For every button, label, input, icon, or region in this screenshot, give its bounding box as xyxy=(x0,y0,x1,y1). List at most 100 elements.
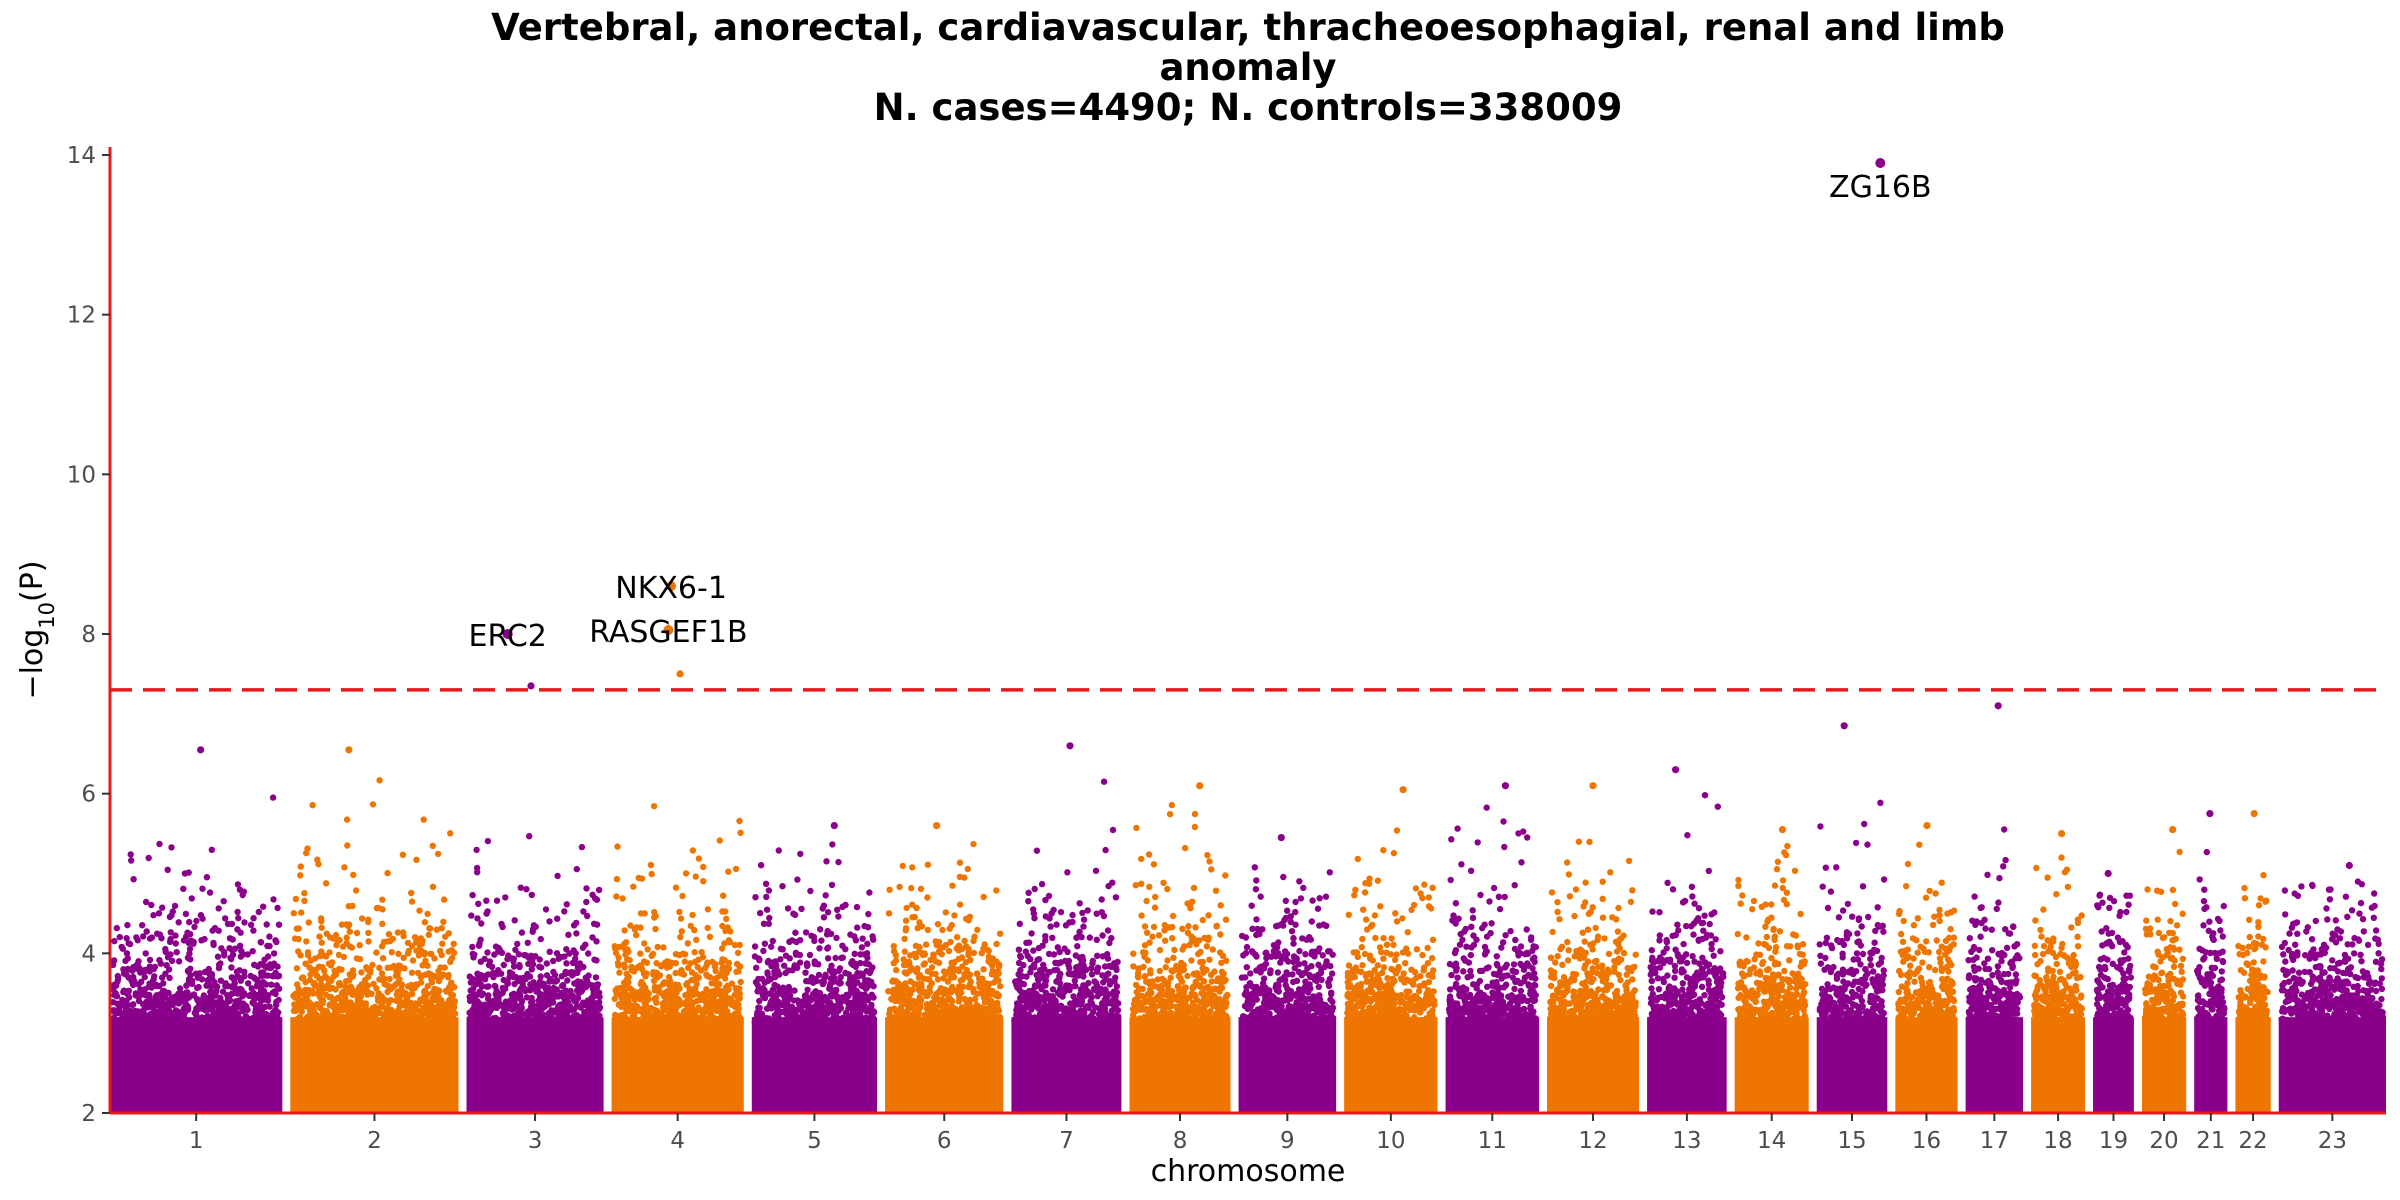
snp-point xyxy=(781,1021,788,1028)
snp-point xyxy=(306,999,313,1006)
snp-point xyxy=(716,837,723,844)
snp-point xyxy=(524,970,531,978)
snp-point xyxy=(228,974,235,981)
snp-point xyxy=(695,956,702,963)
chromosome-2-points xyxy=(290,746,459,1113)
snp-point xyxy=(175,990,182,997)
snp-point xyxy=(528,891,535,899)
chromosome-8-points xyxy=(1129,782,1231,1113)
snp-point xyxy=(473,864,481,872)
snp-point xyxy=(1208,866,1215,873)
snp-point xyxy=(1141,953,1148,960)
snp-point xyxy=(154,1008,162,1016)
snp-point xyxy=(229,936,236,943)
snp-point xyxy=(589,891,596,898)
snp-point xyxy=(135,997,143,1005)
snp-point xyxy=(654,974,661,981)
snp-point xyxy=(974,926,981,934)
snp-point xyxy=(755,955,762,962)
snp-point xyxy=(275,985,283,992)
snp-point xyxy=(945,947,953,955)
snp-point xyxy=(979,986,986,994)
snp-point xyxy=(761,994,769,1002)
chromosome-2-dense-band xyxy=(290,1017,459,1113)
snp-point xyxy=(1028,930,1035,937)
snp-point xyxy=(917,885,925,893)
snp-point xyxy=(330,935,337,942)
snp-point xyxy=(843,991,850,998)
snp-point xyxy=(537,935,544,943)
snp-point xyxy=(414,937,421,945)
snp-point xyxy=(1176,1004,1184,1011)
snp-point xyxy=(653,960,660,967)
snp-point xyxy=(824,955,832,962)
snp-point xyxy=(1030,994,1037,1002)
snp-point xyxy=(637,981,645,988)
snp-point xyxy=(297,872,304,879)
snp-point xyxy=(590,920,598,927)
snp-point xyxy=(1195,950,1202,958)
snp-point xyxy=(818,937,825,944)
snp-point xyxy=(1216,988,1223,995)
snp-point xyxy=(384,964,391,971)
snp-point xyxy=(337,1016,345,1023)
snp-point xyxy=(779,883,786,890)
snp-point xyxy=(676,908,683,916)
chromosome-9-points xyxy=(1238,834,1337,1113)
snp-point xyxy=(255,908,262,916)
snp-point xyxy=(314,856,321,863)
snp-point xyxy=(1172,1016,1179,1023)
snp-point xyxy=(474,974,482,982)
snp-point xyxy=(935,942,942,949)
snp-point xyxy=(395,950,402,957)
snp-point xyxy=(373,1020,380,1027)
snp-point xyxy=(674,1021,681,1028)
snp-point xyxy=(400,929,407,936)
snp-point xyxy=(479,1021,486,1028)
snp-point xyxy=(970,989,977,996)
snp-point xyxy=(1224,991,1231,999)
snp-point xyxy=(652,912,659,920)
snp-point xyxy=(1162,1019,1169,1026)
snp-point xyxy=(231,989,238,996)
snp-point xyxy=(628,963,635,971)
snp-point xyxy=(939,926,946,934)
snp-point xyxy=(858,944,866,951)
chromosome-6-points xyxy=(885,822,1004,1113)
snp-point xyxy=(1138,880,1145,887)
snp-point xyxy=(305,990,312,997)
snp-point xyxy=(336,936,343,944)
snp-point xyxy=(956,859,964,866)
snp-point xyxy=(186,918,193,926)
snp-point xyxy=(811,960,819,967)
snp-point xyxy=(301,890,308,897)
snp-point xyxy=(735,1001,742,1009)
snp-point xyxy=(949,882,956,889)
snp-point xyxy=(1091,1004,1099,1011)
snp-point xyxy=(1100,912,1108,920)
snp-point xyxy=(959,983,967,990)
snp-point xyxy=(690,990,697,998)
snp-point xyxy=(1031,961,1038,968)
snp-point xyxy=(413,856,420,863)
snp-point xyxy=(1057,908,1065,916)
chromosome-1-dense-band xyxy=(110,1017,283,1113)
snp-point xyxy=(650,803,658,810)
snp-point xyxy=(352,887,360,894)
snp-point xyxy=(752,894,759,901)
snp-point xyxy=(152,993,160,1001)
snp-point xyxy=(642,999,649,1006)
snp-point xyxy=(1042,982,1049,989)
snp-point xyxy=(890,960,897,967)
snp-point xyxy=(865,1006,873,1013)
snp-point xyxy=(468,912,475,919)
snp-point xyxy=(641,940,648,947)
snp-point xyxy=(931,994,938,1001)
snp-point xyxy=(966,981,973,988)
snp-point xyxy=(449,992,457,999)
snp-point xyxy=(400,954,407,961)
snp-point xyxy=(916,980,924,988)
snp-point xyxy=(495,948,502,955)
snp-point xyxy=(681,958,688,965)
snp-point xyxy=(1133,824,1140,832)
